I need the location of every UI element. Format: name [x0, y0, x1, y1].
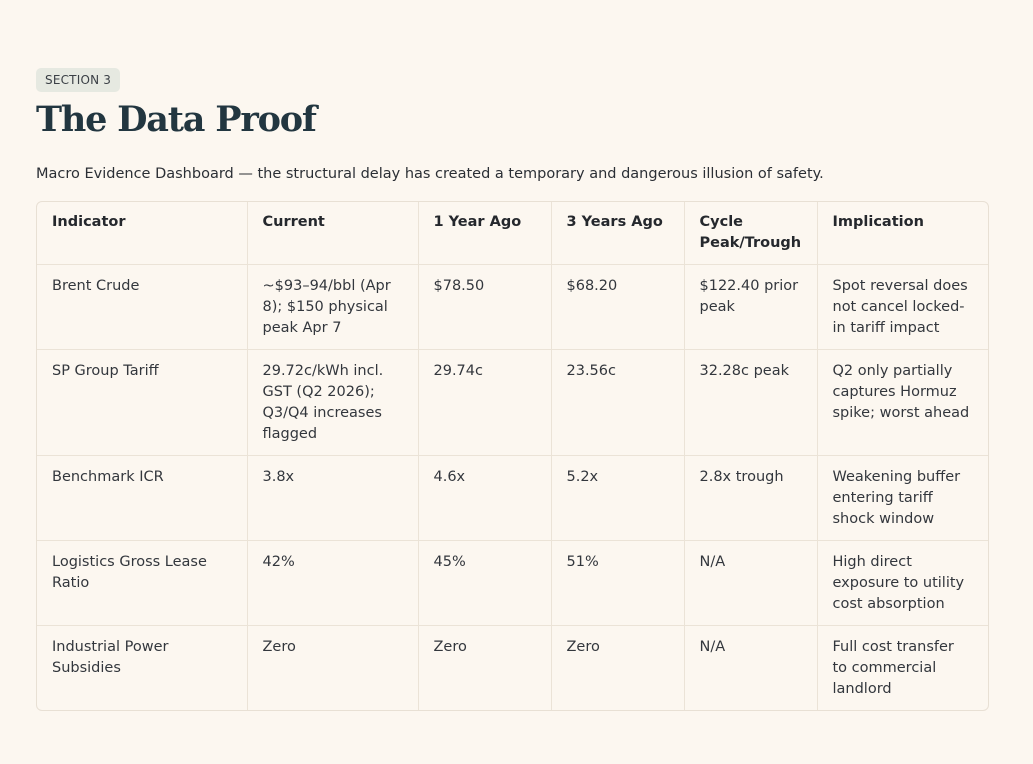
- table-row: SP Group Tariff 29.72c/kWh incl. GST (Q2…: [37, 349, 988, 456]
- cell-cycle-peak-trough: N/A: [683, 625, 817, 710]
- cell-cycle-peak-trough: N/A: [683, 540, 817, 626]
- page-subtitle: Macro Evidence Dashboard — the structura…: [36, 166, 824, 182]
- column-header-indicator: Indicator: [52, 214, 126, 230]
- table-header-row: Indicator Current 1 Year Ago 3 Years Ago…: [37, 202, 988, 265]
- cell-1-year-ago: 4.6x: [417, 455, 551, 541]
- cell-current: 3.8x: [246, 455, 418, 541]
- cell-indicator: Logistics Gross Lease Ratio: [37, 540, 247, 626]
- column-header-3-years-ago: 3 Years Ago: [550, 202, 684, 265]
- column-header-cycle-peak-trough: Cycle Peak/Trough: [683, 202, 817, 265]
- cell-3-years-ago: 23.56c: [550, 349, 684, 456]
- cell-3-years-ago: $68.20: [550, 264, 684, 350]
- column-header-implication: Implication: [816, 202, 988, 265]
- cell-implication: Weakening buffer entering tariff shock w…: [816, 455, 988, 541]
- cell-indicator: SP Group Tariff: [37, 349, 247, 456]
- cell-implication: Q2 only partially captures Hormuz spike;…: [816, 349, 988, 456]
- cell-1-year-ago: Zero: [417, 625, 551, 710]
- cell-1-year-ago: 45%: [417, 540, 551, 626]
- section-badge: SECTION 3: [36, 68, 121, 92]
- cell-1-year-ago: $78.50: [417, 264, 551, 350]
- cell-indicator: Brent Crude: [37, 264, 247, 350]
- cell-3-years-ago: Zero: [550, 625, 684, 710]
- page-title: The Data Proof: [36, 99, 317, 140]
- cell-implication: Spot reversal does not cancel locked-in …: [816, 264, 988, 350]
- cell-current: Zero: [246, 625, 418, 710]
- table-row: Benchmark ICR 3.8x 4.6x 5.2x 2.8x trough…: [37, 455, 988, 541]
- cell-current: 29.72c/kWh incl. GST (Q2 2026); Q3/Q4 in…: [246, 349, 418, 456]
- macro-evidence-table: Indicator Current 1 Year Ago 3 Years Ago…: [36, 201, 989, 711]
- cell-cycle-peak-trough: 32.28c peak: [683, 349, 817, 456]
- cell-implication: Full cost transfer to commercial landlor…: [816, 625, 988, 710]
- cell-1-year-ago: 29.74c: [417, 349, 551, 456]
- table-row: Logistics Gross Lease Ratio 42% 45% 51% …: [37, 540, 988, 626]
- table-row: Brent Crude ~$93–94/bbl (Apr 8); $150 ph…: [37, 264, 988, 350]
- cell-cycle-peak-trough: $122.40 prior peak: [683, 264, 817, 350]
- table-row: Industrial Power Subsidies Zero Zero Zer…: [37, 625, 988, 710]
- cell-current: 42%: [246, 540, 418, 626]
- column-header-current: Current: [246, 202, 418, 265]
- cell-indicator: Industrial Power Subsidies: [37, 625, 247, 710]
- cell-indicator: Benchmark ICR: [37, 455, 247, 541]
- cell-3-years-ago: 51%: [550, 540, 684, 626]
- cell-current: ~$93–94/bbl (Apr 8); $150 physical peak …: [246, 264, 418, 350]
- cell-implication: High direct exposure to utility cost abs…: [816, 540, 988, 626]
- cell-3-years-ago: 5.2x: [550, 455, 684, 541]
- cell-cycle-peak-trough: 2.8x trough: [683, 455, 817, 541]
- column-header-1-year-ago: 1 Year Ago: [417, 202, 551, 265]
